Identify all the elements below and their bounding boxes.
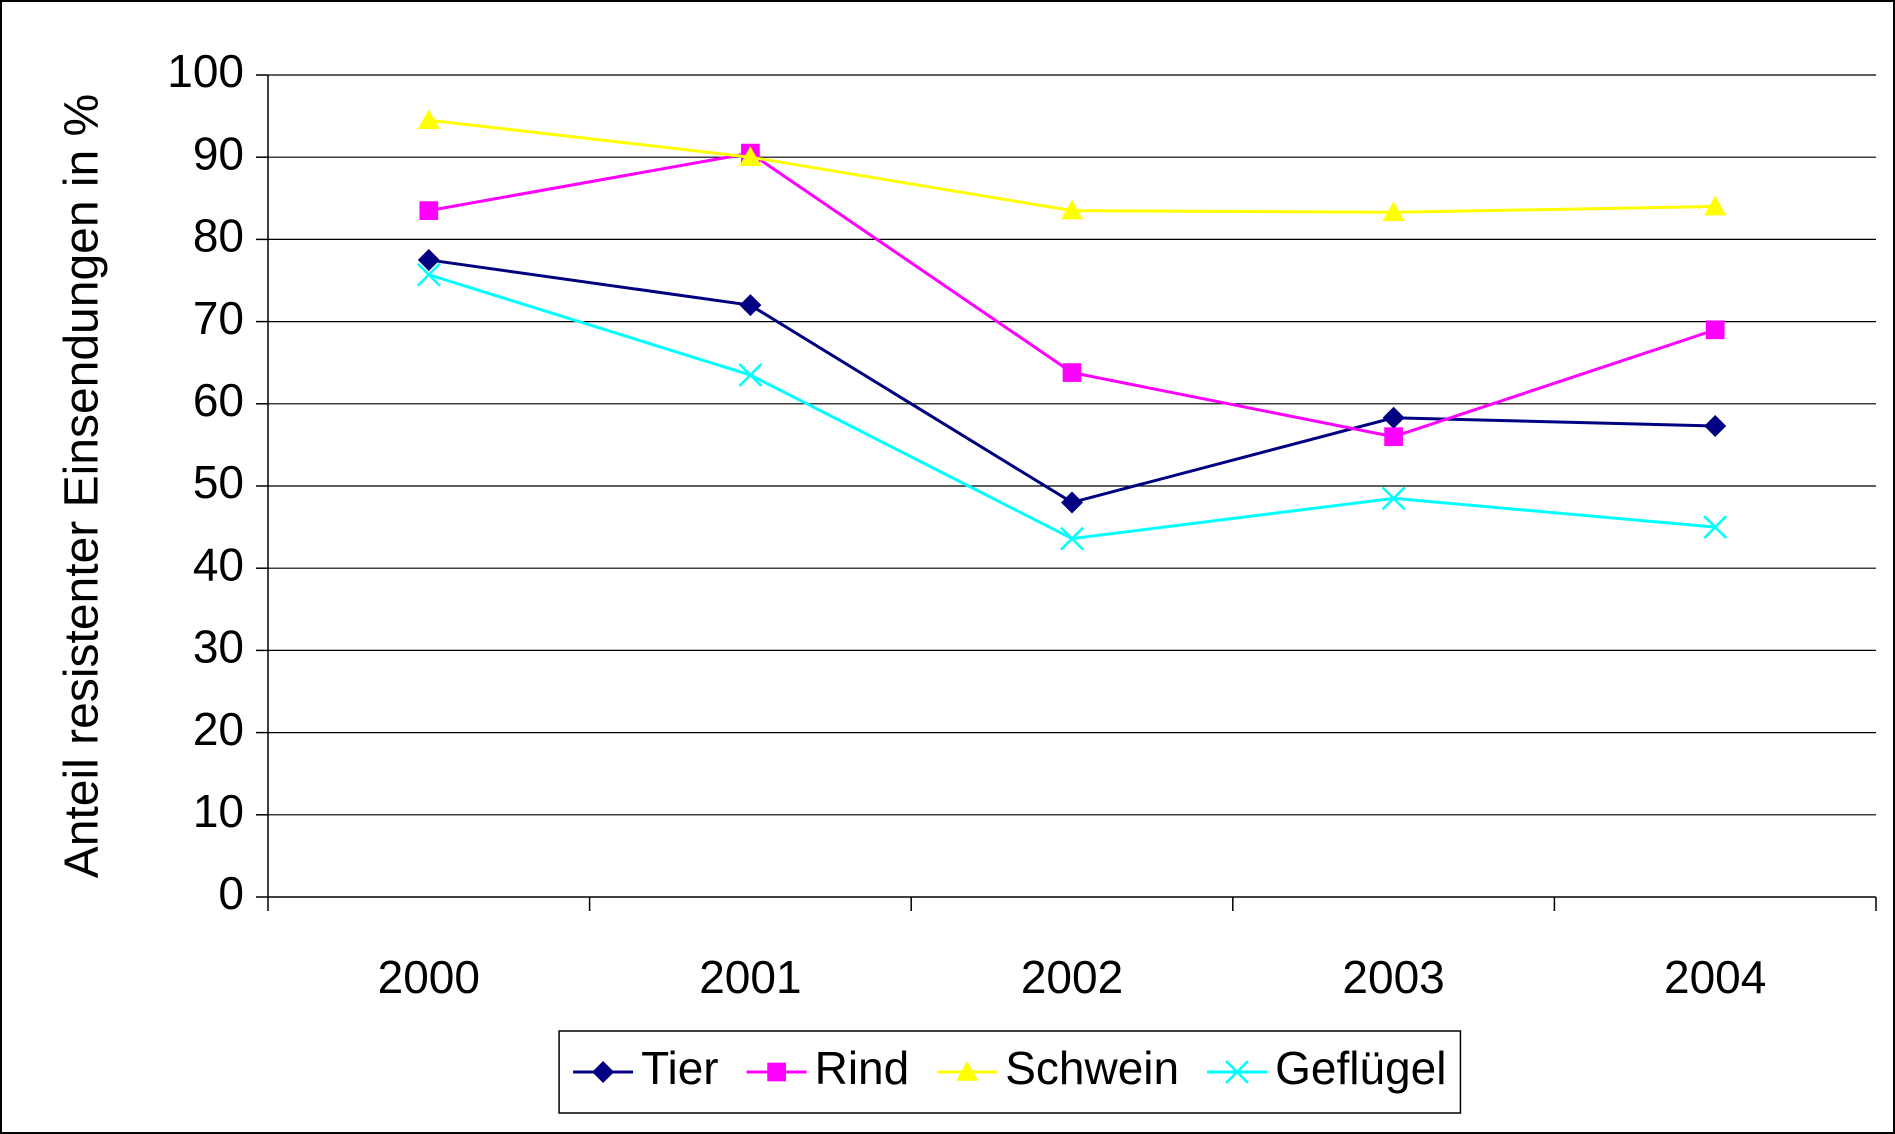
marker (1704, 195, 1727, 216)
legend-box (558, 1030, 1462, 1114)
y-axis-label: Anteil resistenter Einsendungen in % (56, 94, 109, 878)
x-tick-label: 2004 (1664, 951, 1766, 1003)
marker (1062, 363, 1082, 382)
x-tick-label: 2002 (1021, 951, 1123, 1003)
marker (419, 201, 439, 220)
marker (1061, 199, 1083, 220)
marker (1225, 1060, 1249, 1084)
marker (417, 248, 440, 271)
legend: Tier Rind Schwein Geflügel (558, 1030, 1462, 1114)
marker (1705, 320, 1725, 340)
marker (739, 146, 762, 166)
marker (592, 1061, 615, 1083)
y-tick-label: 60 (193, 374, 244, 426)
marker (738, 363, 763, 387)
x-tick-label: 2003 (1342, 951, 1444, 1003)
y-tick-label: 50 (193, 456, 244, 508)
marker (739, 294, 762, 317)
marker (1381, 486, 1406, 511)
marker (416, 262, 441, 287)
x-tick-label: 2000 (378, 951, 480, 1003)
marker (1704, 414, 1727, 437)
marker (767, 1062, 786, 1082)
legend-label: Schwein (1005, 1042, 1179, 1094)
y-tick-label: 100 (167, 45, 244, 97)
legend-label: Tier (641, 1042, 719, 1094)
marker (1382, 201, 1405, 222)
legend-label: Geflügel (1275, 1042, 1446, 1094)
y-tick-label: 40 (193, 538, 244, 590)
marker (417, 109, 440, 130)
y-tick-label: 90 (193, 127, 244, 179)
y-tick-label: 10 (193, 785, 244, 837)
y-tick-label: 30 (193, 621, 244, 673)
marker (1382, 406, 1405, 429)
marker (1384, 427, 1403, 447)
marker (956, 1061, 979, 1081)
marker (1060, 526, 1084, 551)
y-tick-label: 20 (193, 703, 244, 755)
x-tick-label: 2001 (699, 951, 801, 1003)
y-tick-label: 80 (193, 210, 244, 262)
y-tick-label: 70 (193, 292, 244, 344)
y-tick-label: 0 (218, 867, 244, 919)
marker (1061, 491, 1083, 514)
marker (1703, 515, 1728, 539)
legend-label: Rind (815, 1042, 910, 1094)
